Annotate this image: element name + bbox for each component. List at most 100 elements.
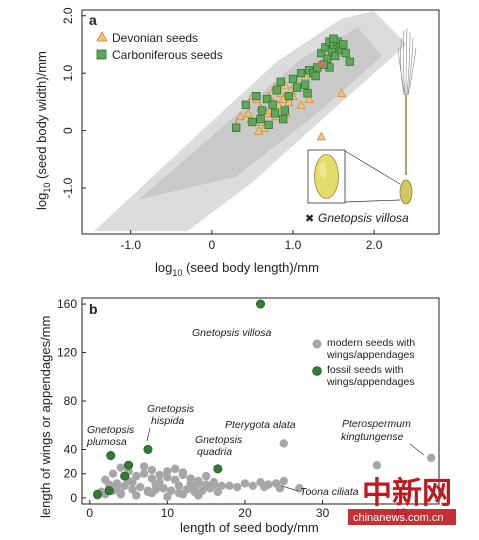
- watermark-chinese: 中新网: [362, 476, 452, 511]
- modern-seed-point: [295, 484, 304, 493]
- modern-seed-point: [209, 480, 219, 489]
- panel-b-x-axis-title: length of seed body/mm: [180, 520, 319, 535]
- fossil-seed-point: [120, 471, 130, 481]
- annot-plumosa-species: plumosa: [86, 436, 127, 448]
- carboniferous-seed-point: [292, 83, 302, 92]
- modern-seed-point: [178, 490, 188, 499]
- panel-a-x-tick-label: 2.0: [366, 238, 383, 252]
- panel-b-annotations: Gnetopsis villosa Gnetopsis hispida Gnet…: [86, 327, 425, 498]
- legend-modern-label: modern seeds with wings/appendages: [326, 337, 415, 361]
- carboniferous-seed-point: [248, 117, 257, 127]
- modern-seed-point: [139, 462, 149, 471]
- panel-b-x-tick-label: 30: [316, 506, 330, 520]
- panel-b-legend: modern seeds with wings/appendages fossil…: [305, 334, 433, 390]
- modern-seed-point: [225, 481, 234, 491]
- modern-seed-point: [151, 485, 160, 494]
- modern-seed-point: [128, 477, 137, 487]
- modern-seed-point: [186, 474, 195, 483]
- modern-seed-point: [139, 469, 149, 478]
- modern-seed-point: [170, 464, 180, 474]
- panel-a-y-tick-label: 0: [61, 127, 75, 134]
- devonian-seed-point: [235, 111, 245, 121]
- devonian-seed-point: [243, 108, 253, 118]
- fossil-seed-point: [104, 486, 114, 496]
- modern-seed-point: [155, 477, 164, 487]
- modern-seed-point: [178, 468, 188, 477]
- modern-seed-point: [163, 473, 172, 482]
- carboniferous-seed-point: [339, 40, 348, 49]
- devonian-seed-point: [316, 131, 326, 141]
- fossil-seed-point: [106, 451, 116, 461]
- fossil-seed-point: [143, 444, 153, 454]
- modern-seed-point: [170, 475, 180, 484]
- modern-seed-point: [132, 471, 141, 481]
- panel-b-y-tick-label: 120: [57, 346, 77, 360]
- fossil-seed-point: [213, 464, 223, 474]
- annot-pterygota-alata: Pterygota alata: [225, 419, 296, 431]
- legend-fossil-marker: [312, 366, 322, 376]
- panel-a-x-tick-label: -1.0: [120, 238, 141, 252]
- carboniferous-seed-point: [300, 80, 310, 89]
- modern-seed-point: [116, 490, 126, 499]
- annot-hispida-species: hispida: [151, 415, 184, 427]
- panel-a-y-tick-label: 1.0: [61, 65, 75, 82]
- panel-b-y-tick-label: 160: [57, 297, 77, 311]
- panel-a-x-axis-title: log10 (seed body length)/mm: [155, 260, 319, 278]
- legend-modern-marker: [312, 339, 322, 349]
- carboniferous-seed-point: [329, 34, 338, 43]
- carboniferous-seed-point: [284, 92, 294, 101]
- panel-b-y-axis-title: length of wings or appendages/mm: [38, 316, 53, 518]
- modern-seed-point: [279, 476, 288, 486]
- modern-seed-point: [163, 492, 172, 501]
- modern-seed-point: [275, 484, 285, 493]
- annot-pterospermum-leader: [409, 443, 425, 456]
- carboniferous-seed-point: [268, 100, 277, 109]
- panel-a-y-tick-label: -1.0: [61, 177, 75, 198]
- devonian-seed-point: [337, 88, 347, 98]
- panel-a-legend: Devonian seeds Carboniferous seeds: [96, 31, 223, 62]
- panel-b-y-tick-label: 20: [64, 467, 78, 481]
- carboniferous-seed-point: [252, 92, 261, 101]
- modern-seed-point: [233, 482, 242, 492]
- carboniferous-seed-point: [330, 51, 340, 61]
- fossil-seed-point: [124, 460, 134, 470]
- panel-b-points: [93, 299, 436, 501]
- modern-seed-point: [147, 465, 157, 475]
- gnetopsis-villosa-point: ✖: [317, 60, 326, 72]
- legend-carboniferous-label: Carboniferous seeds: [112, 48, 223, 62]
- modern-seed-point: [174, 481, 184, 491]
- carboniferous-seed-point: [256, 114, 265, 124]
- gnetopsis-plant-illustration: [307, 27, 417, 205]
- annot-plumosa-genus: Gnetopsis: [87, 424, 135, 436]
- panel-a-label: a: [89, 12, 97, 28]
- panel-a: -1.0 0 1.0 2.0 -1.0 0 1.0 2.0 ✖ a Devonian seed…: [34, 7, 440, 278]
- modern-seed-point: [159, 484, 168, 493]
- watermark-url: chinanews.com.cn: [353, 512, 444, 524]
- annot-hispida-leader: [146, 427, 151, 442]
- annot-pterospermum-genus: Pterospermum: [342, 418, 411, 430]
- modern-seed-point: [194, 491, 203, 500]
- devonian-seed-point: [254, 125, 264, 135]
- modern-seed-point: [213, 487, 223, 497]
- panel-a-points: ✖: [231, 34, 354, 141]
- modern-seed-point: [427, 453, 436, 463]
- devonian-seed-point: [296, 100, 306, 109]
- annot-quadria-species: quadria: [197, 446, 232, 458]
- modern-seed-point: [194, 479, 203, 488]
- modern-seed-point: [279, 439, 288, 448]
- carboniferous-seed-point: [262, 94, 272, 104]
- annot-toona-leader: [281, 485, 299, 492]
- panel-a-y-axis-title: log10 (seed body width)/mm: [34, 51, 52, 210]
- villosa-legend: ✖ Gnetopsis villosa: [305, 211, 409, 225]
- devonian-seed-point: [304, 94, 314, 103]
- carboniferous-seed-point: [311, 71, 320, 81]
- modern-seed-point: [136, 482, 145, 492]
- modern-seed-point: [240, 479, 250, 488]
- carboniferous-seed-point: [296, 69, 306, 78]
- carboniferous-seed-point: [276, 77, 285, 86]
- modern-seed-point: [147, 474, 157, 483]
- modern-seed-point: [155, 470, 164, 480]
- carboniferous-seed-point: [270, 109, 280, 118]
- annot-gnetopsis-villosa: Gnetopsis villosa: [192, 327, 272, 339]
